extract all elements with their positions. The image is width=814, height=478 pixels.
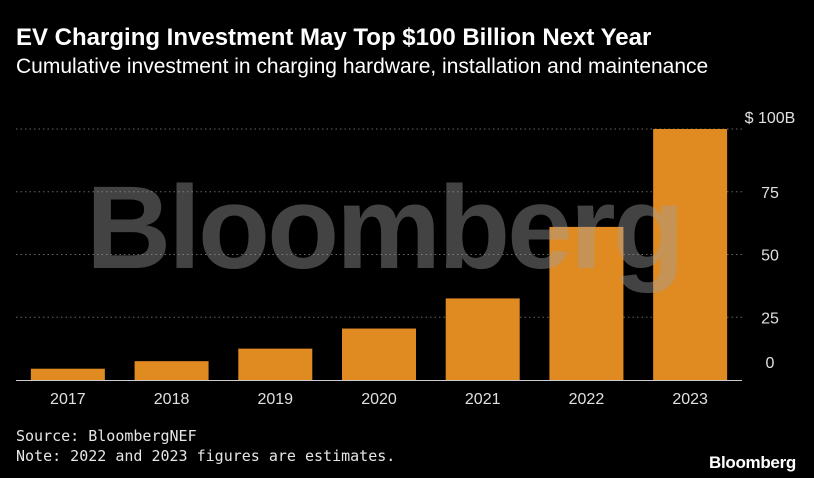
y-tick-label: 50	[761, 248, 779, 265]
y-tick-label: 25	[761, 310, 779, 327]
x-tick-label: 2017	[50, 391, 86, 408]
x-tick-label: 2022	[569, 391, 605, 408]
y-tick-label: 0	[766, 355, 775, 372]
x-tick-label: 2023	[672, 391, 708, 408]
bar	[653, 129, 728, 380]
estimate-note: Note: 2022 and 2023 figures are estimate…	[16, 447, 396, 465]
bar	[549, 226, 624, 380]
bar	[238, 348, 313, 380]
bar	[30, 368, 105, 380]
x-tick-label: 2020	[361, 391, 397, 408]
chart-subtitle: Cumulative investment in charging hardwa…	[16, 55, 709, 78]
gridlines	[16, 128, 742, 318]
x-tick-label: 2019	[257, 391, 293, 408]
chart-title: EV Charging Investment May Top $100 Bill…	[16, 24, 652, 51]
axes: 0 25 50 75 $ 100B 2017 2018 2019 2020 2021 2022 202…	[16, 110, 795, 408]
bar	[342, 328, 416, 380]
y-tick-label: $ 100B	[745, 110, 796, 127]
bars	[30, 129, 728, 380]
x-tick-label: 2021	[465, 391, 501, 408]
bloomberg-logo: Bloomberg	[708, 453, 796, 472]
y-tick-label: 75	[761, 185, 779, 202]
source-note: Source: BloombergNEF	[16, 427, 197, 445]
bar	[445, 298, 520, 380]
x-tick-label: 2018	[154, 391, 190, 408]
bar	[134, 361, 209, 380]
